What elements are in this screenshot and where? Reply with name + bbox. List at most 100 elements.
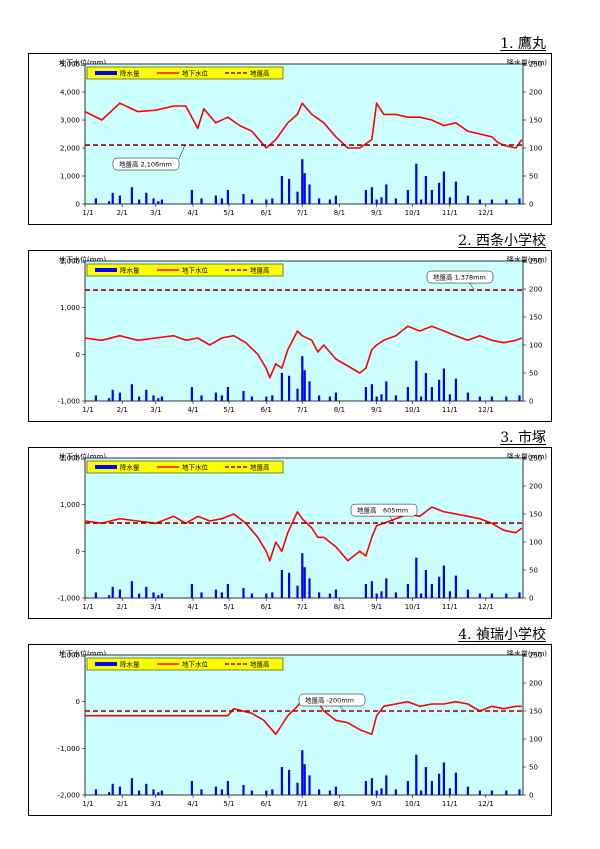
y-tick-label: -1,000 bbox=[57, 745, 80, 753]
rain-bar bbox=[490, 593, 493, 598]
rain-bar bbox=[242, 587, 245, 598]
ground-level-callout: 地盤高 2,106mm bbox=[112, 144, 186, 171]
rain-bar bbox=[250, 199, 253, 204]
rain-bar bbox=[430, 781, 433, 795]
rain-bar bbox=[375, 199, 378, 204]
legend: 降水量 地下水位 地盤高 bbox=[86, 66, 284, 80]
rain-bar bbox=[478, 199, 481, 204]
rain-bar bbox=[478, 396, 481, 401]
x-tick-label: 11/1 bbox=[442, 406, 458, 414]
x-tick-label: 9/1 bbox=[371, 800, 382, 808]
rain-bar bbox=[466, 786, 469, 795]
rain-bar bbox=[130, 384, 133, 401]
rain-tick-label: 0 bbox=[529, 201, 533, 209]
rain-bar bbox=[242, 390, 245, 401]
rain-bar bbox=[478, 790, 481, 795]
rain-tick-label: 150 bbox=[529, 314, 542, 322]
rain-bar bbox=[415, 557, 418, 598]
x-tick-label: 2/1 bbox=[117, 800, 128, 808]
rain-bar bbox=[200, 395, 203, 401]
rain-bar bbox=[296, 388, 299, 401]
x-tick-label: 8/1 bbox=[334, 209, 345, 217]
rain-bar bbox=[118, 786, 121, 795]
x-tick-label: 8/1 bbox=[334, 603, 345, 611]
rain-bar bbox=[385, 381, 388, 401]
rain-tick-label: 250 bbox=[529, 61, 542, 69]
rain-bar bbox=[226, 584, 229, 598]
rain-bar bbox=[380, 591, 383, 598]
rain-bar bbox=[138, 790, 141, 795]
rain-bar bbox=[334, 392, 337, 401]
rain-bar bbox=[220, 592, 223, 598]
chart-panel: 1. 鷹丸 地下水位(mm) 降水量(mm) 0 1,000 2,000 3,000 4,00… bbox=[0, 33, 600, 233]
rain-bar bbox=[394, 198, 397, 204]
rain-bar bbox=[490, 396, 493, 401]
y-tick-label: 0 bbox=[76, 351, 80, 359]
chart-svg: -1,000 0 1,000 2,000 0 50 100 150 200 250 1/1 2/1 3/… bbox=[57, 455, 542, 612]
rain-bar bbox=[308, 578, 311, 598]
y-tick-label: 1,000 bbox=[60, 304, 80, 312]
rain-bar bbox=[303, 370, 306, 401]
x-tick-label: 1/1 bbox=[82, 603, 93, 611]
right-axis-title: 降水量(mm) bbox=[506, 59, 547, 67]
x-tick-label: 11/1 bbox=[442, 209, 458, 217]
rain-bar bbox=[518, 395, 521, 401]
rain-bar bbox=[424, 373, 427, 401]
rain-tick-label: 150 bbox=[529, 708, 542, 716]
rain-bar bbox=[466, 392, 469, 401]
rain-bar bbox=[118, 195, 121, 204]
y-tick-label: 0 bbox=[76, 698, 80, 706]
rain-bar bbox=[214, 392, 217, 401]
x-tick-label: 10/1 bbox=[405, 406, 421, 414]
rain-bar bbox=[160, 396, 163, 401]
chart-panel: 4. 禎瑞小学校 地下水位(mm) 降水量(mm) -2,000 -1,000 0 1,00… bbox=[0, 624, 600, 824]
rain-bar bbox=[138, 396, 141, 401]
rain-bar bbox=[280, 570, 283, 598]
rain-bar bbox=[466, 589, 469, 598]
rain-bar bbox=[303, 173, 306, 204]
rain-bar bbox=[157, 398, 160, 401]
rain-bar bbox=[220, 395, 223, 401]
rain-bar bbox=[505, 396, 508, 401]
rain-bar bbox=[478, 593, 481, 598]
rain-bar bbox=[438, 182, 441, 204]
rain-bar bbox=[424, 570, 427, 598]
chart-frame: 地下水位(mm) 降水量(mm) -2,000 -1,000 0 1,000 0 50 100 1… bbox=[28, 644, 552, 816]
rain-tick-label: 200 bbox=[529, 680, 542, 688]
rain-tick-label: 100 bbox=[529, 736, 542, 744]
x-tick-label: 8/1 bbox=[334, 406, 345, 414]
legend-rain-swatch bbox=[95, 71, 117, 75]
chart-svg: -2,000 -1,000 0 1,000 0 50 100 150 200 250 1/1 2/1 3… bbox=[57, 652, 542, 809]
rain-bar bbox=[265, 593, 268, 598]
rain-bar bbox=[108, 398, 111, 401]
x-tick-label: 7/1 bbox=[297, 406, 308, 414]
rain-bar bbox=[265, 396, 268, 401]
rain-bar bbox=[448, 788, 451, 795]
rain-bar bbox=[138, 593, 141, 598]
rain-bar bbox=[505, 199, 508, 204]
rain-bar bbox=[200, 198, 203, 204]
rain-tick-label: 250 bbox=[529, 455, 542, 463]
rain-bar bbox=[160, 593, 163, 598]
rain-bar bbox=[271, 592, 274, 598]
y-tick-label: 0 bbox=[76, 201, 80, 209]
y-tick-label: 1,000 bbox=[60, 173, 80, 181]
rain-bar bbox=[280, 767, 283, 795]
rain-bar bbox=[145, 192, 148, 204]
rain-bar bbox=[152, 592, 155, 598]
legend-rain-label: 降水量 bbox=[120, 69, 140, 78]
rain-bar bbox=[438, 773, 441, 795]
x-tick-label: 5/1 bbox=[223, 800, 234, 808]
rain-bar bbox=[415, 754, 418, 795]
x-tick-label: 1/1 bbox=[82, 406, 93, 414]
rain-bar bbox=[424, 176, 427, 204]
rain-tick-label: 0 bbox=[529, 398, 533, 406]
rain-bar bbox=[200, 592, 203, 598]
rain-bar bbox=[250, 593, 253, 598]
y-tick-label: -2,000 bbox=[57, 792, 80, 800]
y-tick-label: 4,000 bbox=[60, 89, 80, 97]
rain-bar bbox=[385, 775, 388, 795]
legend-ground-label: 地盤高 bbox=[250, 266, 270, 275]
x-tick-label: 4/1 bbox=[187, 603, 198, 611]
rain-bar bbox=[265, 199, 268, 204]
